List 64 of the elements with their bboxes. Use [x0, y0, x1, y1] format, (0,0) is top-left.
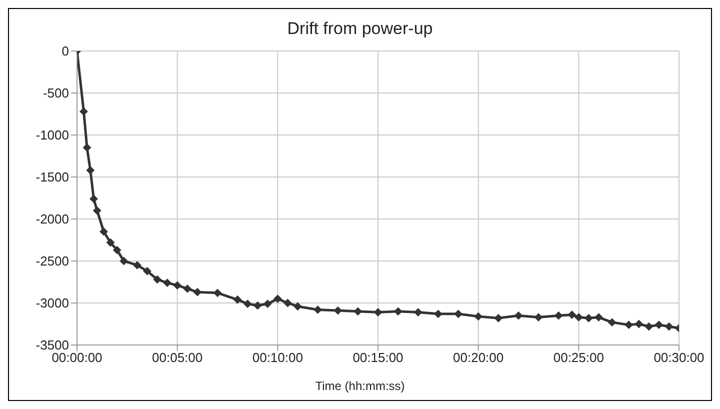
point	[634, 320, 643, 328]
point	[665, 322, 674, 331]
point	[354, 307, 362, 316]
point	[274, 294, 282, 303]
point	[474, 312, 482, 320]
y-tick-label: -3500	[36, 338, 69, 353]
point	[514, 312, 523, 320]
point	[594, 313, 603, 322]
x-axis-title: Time (hh:mm:ss)	[314, 379, 406, 393]
point	[214, 288, 222, 297]
point	[374, 308, 382, 316]
point	[434, 310, 442, 318]
point	[414, 308, 422, 316]
point	[574, 313, 583, 322]
point	[80, 107, 88, 116]
point	[584, 314, 593, 322]
point	[183, 284, 192, 293]
point	[284, 299, 292, 307]
y-tick-label: -500	[42, 86, 69, 101]
x-tick-label: 00:25:00	[553, 350, 604, 366]
point	[120, 257, 128, 265]
point	[193, 288, 202, 296]
point	[113, 246, 122, 254]
point	[106, 238, 114, 247]
y-tick-label: -3000	[36, 296, 69, 311]
point	[163, 278, 172, 287]
y-tick-label: -2500	[36, 254, 69, 269]
point	[644, 322, 653, 331]
x-tick-label: 00:00:00	[52, 350, 102, 366]
x-tick-label: 00:20:00	[453, 350, 504, 366]
point	[314, 306, 322, 314]
point	[93, 206, 102, 215]
point	[173, 281, 182, 290]
point	[454, 310, 462, 318]
point	[143, 267, 152, 276]
chart-title: Drift from power-up	[286, 19, 434, 39]
y-tick-label: -1000	[36, 128, 69, 143]
point	[133, 261, 142, 270]
y-tick-label: 0	[62, 44, 69, 59]
point	[254, 302, 262, 310]
point	[494, 314, 502, 322]
x-tick-label: 00:10:00	[252, 350, 303, 366]
point	[294, 302, 302, 310]
point	[153, 275, 162, 284]
point	[534, 313, 542, 322]
point	[624, 320, 633, 329]
point	[90, 194, 98, 203]
point	[244, 300, 252, 308]
y-tick-label: -1500	[36, 170, 69, 185]
x-tick-label: 00:15:00	[352, 350, 404, 366]
point	[554, 312, 563, 320]
point	[100, 228, 108, 236]
point	[394, 307, 402, 316]
point	[264, 300, 272, 308]
x-tick-label: 00:30:00	[654, 350, 704, 366]
point	[233, 296, 242, 304]
x-tick-label: 00:05:00	[152, 350, 203, 366]
point	[334, 306, 342, 315]
point	[568, 310, 576, 319]
point	[82, 144, 91, 152]
point	[86, 166, 94, 174]
y-tick-label: -2000	[36, 212, 69, 227]
point	[654, 320, 663, 329]
point	[608, 318, 616, 326]
